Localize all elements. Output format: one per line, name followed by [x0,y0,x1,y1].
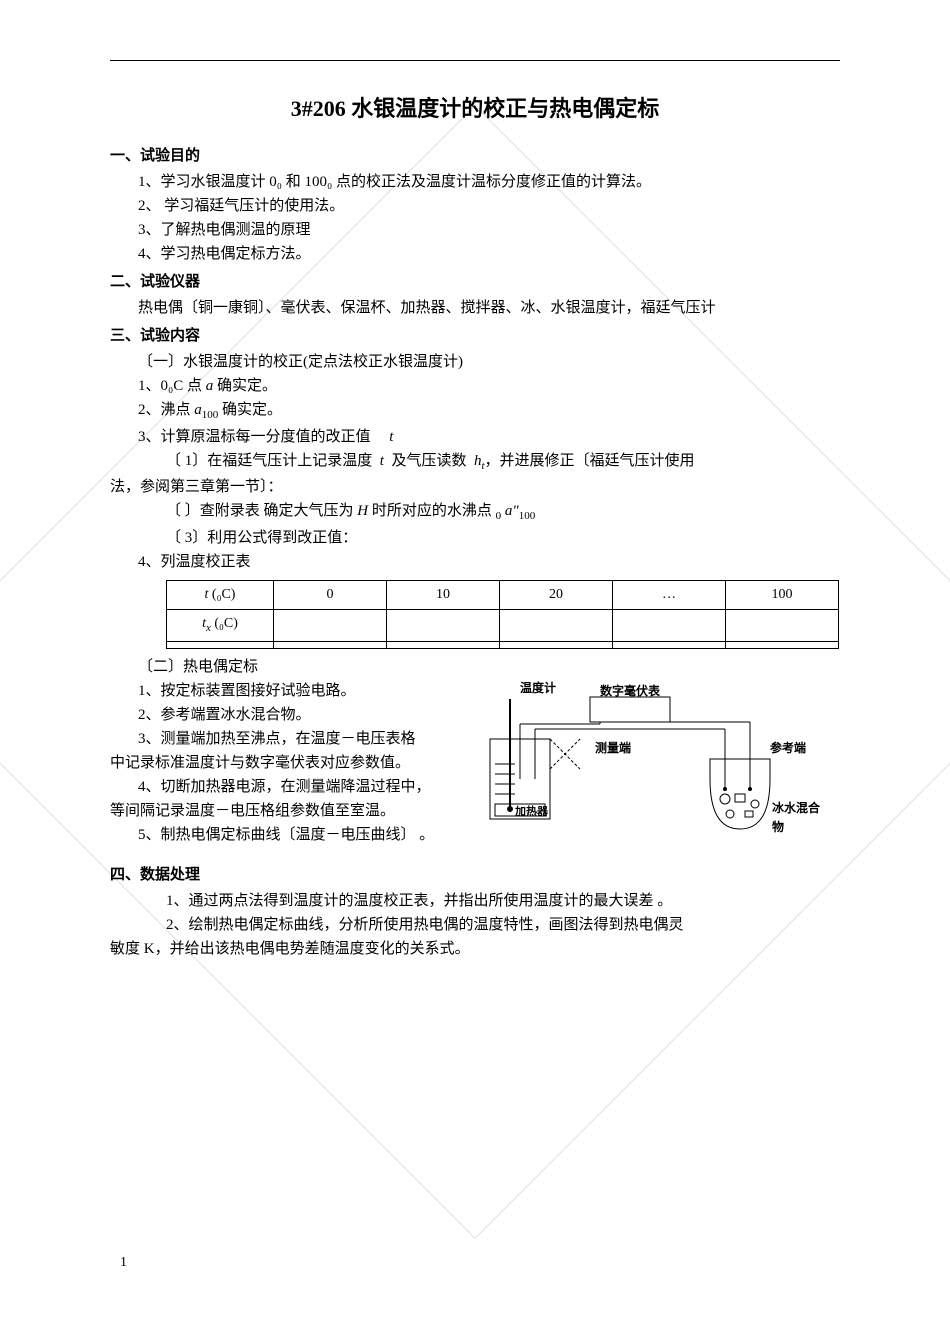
s3-sub2-item2: 2、参考端置冰水混合物。 [110,703,450,727]
s3-sub1-item3: 3、计算原温标每一分度值的改正值 t [110,425,840,449]
row2-label: tx (₀C) [167,610,274,641]
text: 1、0₀C 点 [138,378,206,394]
text: 2、沸点 [138,402,194,418]
row3-label [167,641,274,648]
s2-body: 热电偶〔铜一康铜〕、毫伏表、保温杯、加热器、搅拌器、冰、水银温度计，福廷气压计 [110,296,840,320]
text: 及气压读数 [388,453,471,469]
var-t: t [389,429,393,445]
sub-100b: 100 [519,510,536,522]
s3-step2: 〔 〕查附录表 确定大气压为 H 时所对应的水沸点 0 a"100 [110,499,840,526]
section-1-head: 一、试验目的 [110,144,840,168]
label-ref-end: 参考端 [770,739,806,758]
label-measure-end: 测量端 [595,739,631,758]
cell: … [613,580,726,609]
section-3-head: 三、试验内容 [110,324,840,348]
s1-item-2: 2、 学习福廷气压计的使用法。 [110,194,840,218]
s3-sub2-item4: 4、切断加热器电源，在测量端降温过程中， [110,775,450,799]
table-row: tx (₀C) [167,610,839,641]
var-a: a [194,402,202,418]
table-row [167,641,839,648]
sub-0: 0 [496,510,502,522]
page-number: 1 [120,1252,127,1274]
s3-sub2-item1: 1、按定标装置图接好试验电路。 [110,679,450,703]
unit: (₀C) [208,587,235,602]
var-H: H [357,503,368,519]
s3-sub2-item5: 5、制热电偶定标曲线〔温度－电压曲线〕 。 [110,823,450,847]
s3-sub2-wrap2: 等间隔记录温度－电压格组参数值至室温。 [110,799,450,823]
s3-item4: 4、列温度校正表 [110,550,840,574]
s3-step1-cont: 法，参阅第三章第一节〕： [110,475,840,499]
s4-wrap: 敏度 K，并给出该热电偶电势差随温度变化的关系式。 [110,937,840,961]
thermocouple-diagram: 温度计 数字毫伏表 测量端 参考端 加热器 冰水混合物 [460,679,830,859]
s3-step1: 〔 1〕在福廷气压计上记录温度 t 及气压读数 ht，并进展修正〔福廷气压计使用 [110,449,840,476]
s3-sub2-item3: 3、测量端加热至沸点，在温度－电压表格 [110,727,450,751]
s3-step3: 〔 3〕利用公式得到改正值： [110,526,840,550]
s3-sub1-head: 〔一〕水银温度计的校正(定点法校正水银温度计) [110,350,840,374]
cell [726,610,839,641]
cell [387,610,500,641]
cell: 100 [726,580,839,609]
cell: 20 [500,580,613,609]
s3-sub2-head: 〔二〕热电偶定标 [110,655,840,679]
unit: (₀C) [211,616,238,631]
table-row: t (₀C) 0 10 20 … 100 [167,580,839,609]
s3-sub1-item1: 1、0₀C 点 a 确实定。 [110,374,840,398]
label-heater: 加热器 [515,804,548,822]
s1-item-3: 3、了解热电偶测温的原理 [110,218,840,242]
row1-label: t (₀C) [167,580,274,609]
cell: 0 [274,580,387,609]
text: 时所对应的水沸点 [368,503,496,519]
text: ，并进展修正〔福廷气压计使用 [485,453,695,469]
s4-item2: 2、绘制热电偶定标曲线，分析所使用热电偶的温度特性，画图法得到热电偶灵 [110,913,840,937]
cell [274,610,387,641]
s1-item-4: 4、学习热电偶定标方法。 [110,242,840,266]
cell [500,610,613,641]
text: 确实定。 [218,402,282,418]
s1-item-1: 1、学习水银温度计 0₀ 和 100₀ 点的校正法及温度计温标分度修正值的计算法… [110,170,840,194]
text: 〔 1〕在福廷气压计上记录温度 [166,453,376,469]
correction-table: t (₀C) 0 10 20 … 100 tx (₀C) [166,580,839,649]
section-2-head: 二、试验仪器 [110,270,840,294]
s4-item1: 1、通过两点法得到温度计的温度校正表，并指出所使用温度计的最大误差 。 [110,889,840,913]
label-voltmeter: 数字毫伏表 [600,682,660,701]
text: 〔 〕查附录表 确定大气压为 [166,503,357,519]
sub-100: 100 [202,409,219,421]
s3-sub1-item2: 2、沸点 a100 确实定。 [110,398,840,425]
var-a2: a" [505,503,519,519]
cell: 10 [387,580,500,609]
text: 确实定。 [213,378,277,394]
page-title: 3#206 水银温度计的校正与热电偶定标 [110,91,840,126]
label-thermometer: 温度计 [520,679,556,698]
text: 3、计算原温标每一分度值的改正值 [138,429,371,445]
var-t: t [380,453,384,469]
s3-sub2-wrap1: 中记录标准温度计与数字毫伏表对应参数值。 [110,751,450,775]
section-4-head: 四、数据处理 [110,863,840,887]
label-ice-water: 冰水混合物 [772,799,830,837]
cell [613,610,726,641]
